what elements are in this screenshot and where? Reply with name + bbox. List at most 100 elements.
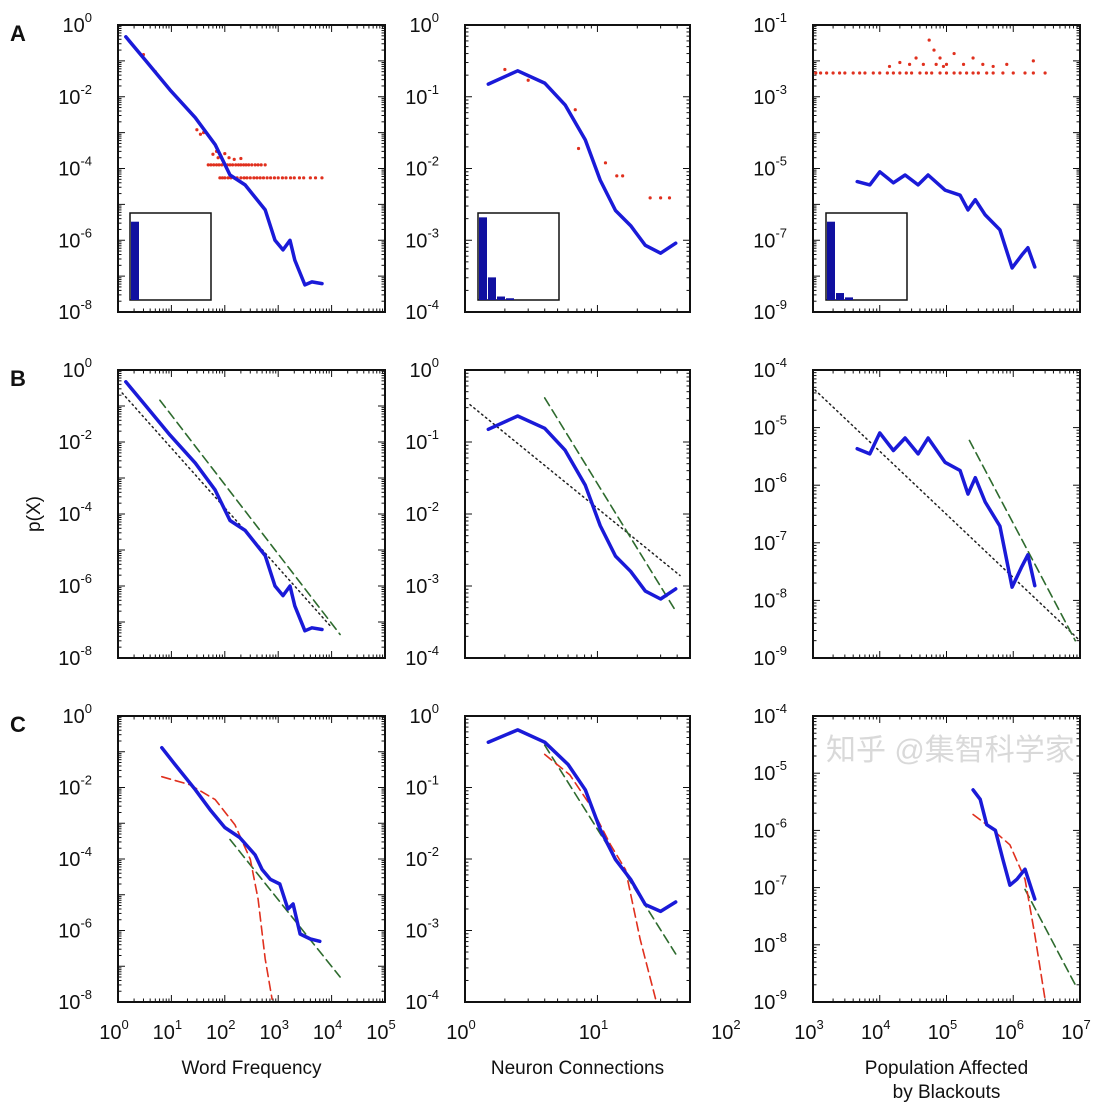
inset-bar: [845, 297, 853, 300]
data-point: [292, 176, 296, 180]
fit-dashed-line: [543, 744, 677, 955]
y-tick-label: 10-2: [405, 154, 439, 181]
data-point: [932, 48, 936, 52]
x-axis-label: Word Frequency: [181, 1058, 322, 1079]
data-point: [934, 62, 938, 66]
y-tick-label: 10-4: [405, 987, 439, 1014]
panel-frame: [117, 715, 386, 1003]
data-point: [297, 176, 302, 180]
data-point: [288, 176, 293, 180]
y-tick-label: 10-4: [58, 154, 92, 181]
fit-dashed-line: [543, 397, 677, 612]
y-tick-label: 10-3: [753, 82, 787, 109]
empirical-line: [855, 170, 1037, 270]
data-point: [659, 196, 663, 200]
axis-ticks: [117, 369, 386, 659]
inset-frame: [825, 212, 908, 301]
data-point: [308, 176, 312, 180]
data-point: [220, 163, 224, 167]
data-point: [851, 71, 855, 75]
fit-dotted-line: [814, 389, 1080, 642]
plot-area: [486, 728, 678, 1000]
data-point: [1005, 62, 1009, 66]
data-point: [280, 176, 285, 180]
data-point: [909, 71, 914, 75]
x-tick-label: 101: [579, 1017, 608, 1044]
inset-histogram: [825, 212, 908, 301]
empirical-line: [855, 431, 1037, 589]
data-point: [320, 176, 324, 180]
data-point: [228, 163, 232, 167]
x-tick-label: 107: [1061, 1017, 1090, 1044]
plot-area: [121, 380, 341, 636]
inset-bar: [131, 221, 139, 300]
data-point: [648, 196, 652, 200]
inset-bar: [488, 277, 496, 300]
data-point: [217, 163, 221, 167]
y-tick-label: 10-9: [753, 643, 787, 670]
empirical-line: [486, 69, 678, 255]
data-point: [265, 176, 269, 180]
fit-dashed-line: [229, 838, 341, 978]
watermark: 知乎 @集智科学家: [826, 734, 1075, 767]
data-point: [921, 62, 925, 66]
plot-area: [124, 35, 324, 287]
plot-area: [486, 67, 678, 255]
y-tick-label: 10-1: [753, 10, 787, 37]
y-tick-label: 100: [410, 10, 439, 37]
data-point: [573, 108, 577, 112]
data-point: [198, 132, 203, 136]
x-tick-label: 100: [99, 1017, 128, 1044]
inset-bar: [827, 221, 835, 300]
data-point: [952, 71, 956, 75]
panel-c-3: 10-4 10-5 10-6 10-7 10-8 10-9 103 104 105 106 107 P…: [753, 701, 1091, 1103]
y-tick-label: 10-2: [405, 844, 439, 871]
x-tick-label: 100: [446, 1017, 475, 1044]
data-point: [944, 62, 949, 66]
y-tick-label: 10-4: [753, 355, 787, 382]
data-point: [878, 71, 882, 75]
empirical-line: [124, 35, 324, 287]
y-tick-label: 10-7: [753, 873, 787, 900]
data-point: [898, 60, 902, 65]
data-point: [885, 71, 889, 75]
y-tick-label: 10-4: [405, 643, 439, 670]
data-point: [964, 71, 969, 75]
panel-frame: [464, 715, 691, 1003]
empirical-line: [124, 380, 324, 633]
data-point: [272, 176, 277, 180]
data-point: [961, 62, 966, 66]
data-point: [259, 163, 263, 167]
panel-frame: [117, 24, 386, 313]
panel-frame: [117, 369, 386, 659]
y-tick-label: 10-5: [753, 758, 787, 785]
data-point: [252, 176, 256, 180]
panel-letter: A: [10, 21, 26, 46]
data-point: [195, 128, 199, 132]
x-tick-label: 106: [995, 1017, 1024, 1044]
x-tick-label: 102: [711, 1017, 740, 1044]
data-point: [938, 56, 942, 60]
data-point: [930, 71, 934, 75]
y-tick-label: 10-8: [753, 930, 787, 957]
y-tick-label: 10-2: [405, 499, 439, 526]
data-point: [261, 176, 266, 180]
data-point: [1023, 71, 1027, 75]
data-point: [239, 176, 243, 180]
y-tick-label: 10-6: [753, 470, 787, 497]
data-point: [239, 163, 243, 167]
data-point: [843, 71, 847, 75]
inset-histogram: [129, 212, 212, 301]
data-point: [231, 163, 235, 167]
y-tick-label: 10-6: [58, 916, 92, 943]
data-point: [239, 156, 243, 161]
data-point: [941, 64, 946, 69]
data-point: [904, 71, 908, 75]
y-tick-label: 10-1: [405, 82, 439, 109]
panel-c-2: 100 10-1 10-2 10-3 10-4 100 101 102 Neuron Conne…: [405, 701, 740, 1079]
inset-bar: [479, 217, 487, 300]
data-point: [863, 71, 867, 75]
data-point: [234, 163, 238, 167]
